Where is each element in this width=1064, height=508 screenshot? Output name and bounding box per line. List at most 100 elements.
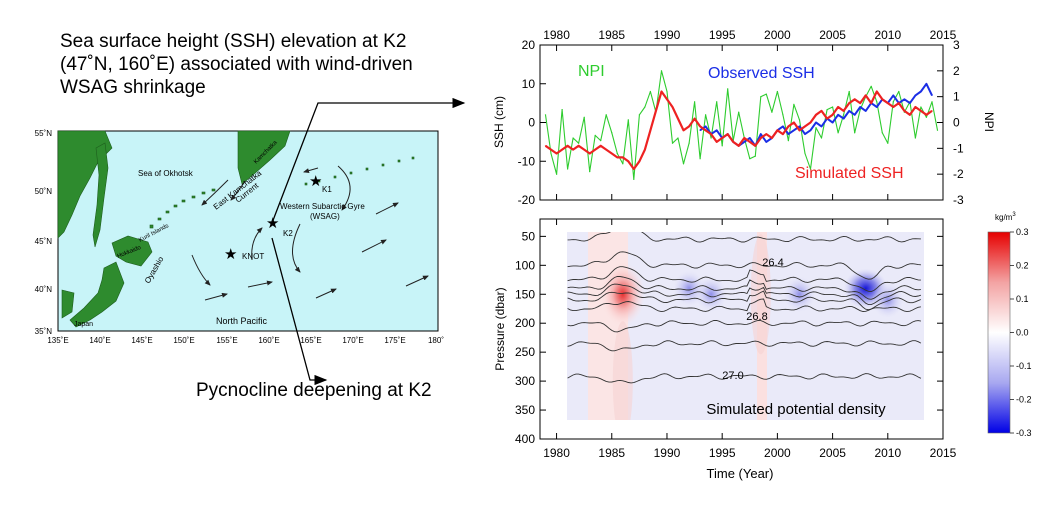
y-tick-label: 150 xyxy=(515,287,535,301)
ssh-series-group xyxy=(544,70,939,180)
data-point xyxy=(903,110,906,112)
y-tick-label: 100 xyxy=(515,258,535,272)
density-contours xyxy=(567,232,922,384)
data-point xyxy=(600,140,602,142)
data-point xyxy=(544,114,547,116)
x-top-tick-label: 1995 xyxy=(709,28,736,42)
data-point xyxy=(881,132,883,134)
lon-label: 150˚E xyxy=(173,336,194,345)
data-point xyxy=(898,90,900,93)
data-point xyxy=(909,114,911,116)
density-chart: 1980 1985 1990 1995 2000 2005 2010 2015 50 100 150… xyxy=(493,218,957,481)
data-point xyxy=(760,96,762,98)
colorbar-tick-label: -0.3 xyxy=(1016,428,1032,438)
data-point xyxy=(815,127,817,129)
legend-observed-ssh: Observed SSH xyxy=(708,65,815,82)
lon-label: 175˚E xyxy=(384,336,405,345)
data-point xyxy=(561,149,563,151)
data-point xyxy=(909,102,911,104)
data-point xyxy=(826,118,828,120)
y-tick-label: 300 xyxy=(515,374,535,388)
data-point xyxy=(605,114,607,116)
station-k1-star: ★ xyxy=(309,173,322,190)
y2-tick-label: -1 xyxy=(953,141,964,155)
density-field xyxy=(567,232,924,420)
data-point xyxy=(716,101,718,103)
data-point xyxy=(749,158,751,160)
data-point xyxy=(820,137,823,139)
pointer-lines xyxy=(271,97,466,386)
data-point xyxy=(622,163,624,165)
colorbar-ramp xyxy=(987,231,1011,434)
data-point xyxy=(815,121,817,124)
lon-label: 155˚E xyxy=(216,336,237,345)
lon-label: 170˚E xyxy=(342,336,363,345)
data-point xyxy=(787,125,790,127)
density-plot-frame xyxy=(539,218,944,440)
data-point xyxy=(898,102,900,104)
npi-ylabel: NPI xyxy=(982,112,996,132)
data-point xyxy=(870,85,872,87)
data-point xyxy=(925,83,928,85)
density-ylabel: Pressure (dbar) xyxy=(493,287,507,370)
x-tick-label: 1985 xyxy=(598,446,625,460)
data-point xyxy=(749,141,751,143)
label-japan: Japan xyxy=(74,321,93,328)
cold-anomaly xyxy=(783,276,816,313)
x-top-tick-label: 1985 xyxy=(598,28,625,42)
cold-anomaly xyxy=(871,282,904,319)
data-point xyxy=(644,106,646,108)
data-point xyxy=(920,90,922,93)
data-point xyxy=(611,152,613,155)
data-point xyxy=(594,134,596,136)
colorbar-tick-label: 0.0 xyxy=(1016,328,1029,338)
station-k2-label: K2 xyxy=(283,229,293,238)
data-point xyxy=(832,106,834,108)
label-wsag-1: Western Subarctic Gyre xyxy=(280,202,365,211)
data-point xyxy=(854,114,856,116)
data-point xyxy=(705,114,707,116)
data-point xyxy=(727,133,729,135)
isopycnal-line xyxy=(567,373,922,384)
data-point xyxy=(738,111,740,113)
data-point xyxy=(787,133,790,135)
contour-label-26-4: 26.4 xyxy=(762,257,783,269)
data-point xyxy=(556,173,558,175)
legend-simulated-ssh: Simulated SSH xyxy=(795,165,904,182)
data-point xyxy=(892,94,894,96)
ssh-plot-frame xyxy=(539,44,944,201)
data-point xyxy=(931,101,933,103)
data-point xyxy=(671,142,674,144)
map-lat-labels: 55˚N 50˚N 45˚N 40˚N 35˚N xyxy=(35,129,53,336)
legend-npi: NPI xyxy=(578,63,605,80)
data-point xyxy=(589,171,591,173)
x-top-tick-label: 1980 xyxy=(543,28,570,42)
data-point xyxy=(776,129,779,131)
data-point xyxy=(622,156,624,158)
data-point xyxy=(682,163,685,165)
y-tick-label: 400 xyxy=(515,432,535,446)
warm-anomaly xyxy=(750,234,771,355)
data-point xyxy=(594,149,596,151)
headline-line-1: Sea surface height (SSH) elevation at K2 xyxy=(60,31,407,52)
data-point xyxy=(798,125,801,127)
data-point xyxy=(710,133,712,135)
lat-label: 40˚N xyxy=(35,285,53,294)
isopycnal-line xyxy=(567,290,922,311)
data-point xyxy=(589,152,591,155)
data-point xyxy=(765,93,767,95)
data-point xyxy=(760,137,762,139)
pointer-to-density xyxy=(271,237,328,386)
y-tick-label: 250 xyxy=(515,345,535,359)
data-point xyxy=(611,132,613,134)
y2-tick-label: -3 xyxy=(953,193,964,207)
data-point xyxy=(716,141,718,143)
data-point xyxy=(638,160,641,162)
data-point xyxy=(809,168,812,170)
isopycnal-line xyxy=(567,251,921,280)
colorbar: kg/m3 0.3 0.2 0.1 0.0 -0.1 -0.2 -0.3 xyxy=(987,212,1032,438)
data-point xyxy=(837,114,839,116)
isopycnal-line xyxy=(567,319,921,333)
data-point xyxy=(809,129,812,131)
